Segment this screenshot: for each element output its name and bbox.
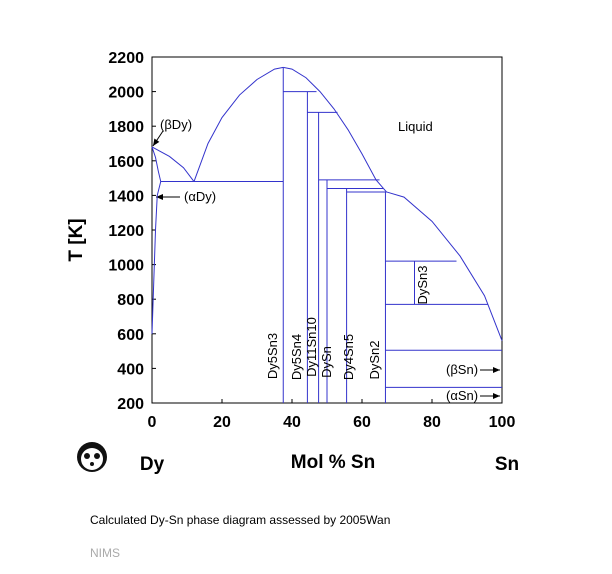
annotation: (βDy) [160, 117, 192, 132]
annotation: (βSn) [446, 362, 478, 377]
x-tick-label: 20 [213, 414, 231, 431]
y-tick-label: 1200 [108, 223, 144, 240]
y-tick-label: 400 [117, 361, 144, 378]
y-tick-label: 200 [117, 396, 144, 413]
phase-boundary [151, 146, 162, 182]
caption: Calculated Dy-Sn phase diagram assessed … [90, 513, 390, 527]
y-tick-label: 1800 [108, 119, 144, 136]
x-tick-label: 60 [353, 414, 371, 431]
annotation: (αDy) [184, 189, 216, 204]
panda-icon [77, 442, 107, 472]
phase-boundary [151, 146, 195, 182]
x-axis-label: Mol % Sn [291, 452, 375, 473]
y-tick-label: 2000 [108, 85, 144, 102]
x-tick-label: 100 [489, 414, 516, 431]
annotation: DySn3 [415, 265, 430, 304]
y-tick-label: 1400 [108, 188, 144, 205]
annotation: Dy5Sn4 [289, 334, 304, 380]
source: NIMS [90, 546, 120, 560]
y-tick-label: 1000 [108, 258, 144, 275]
annotation: Dy5Sn3 [265, 333, 280, 379]
right-element: Sn [495, 454, 519, 475]
y-tick-label: 600 [117, 327, 144, 344]
x-tick-label: 0 [148, 414, 157, 431]
phase-boundary [283, 66, 387, 193]
phase-boundary [193, 66, 284, 182]
arrows [152, 130, 500, 399]
annotation: Dy11Sn10 [304, 317, 319, 377]
left-element: Dy [140, 454, 165, 475]
y-axis-label: T [K] [66, 218, 87, 261]
y-tick-label: 1600 [108, 154, 144, 171]
x-tick-label: 40 [283, 414, 301, 431]
x-tick-label: 80 [423, 414, 441, 431]
annotation: DySn [319, 346, 334, 378]
y-tick-label: 2200 [108, 50, 144, 67]
phase-boundary [386, 191, 503, 341]
annotation: Liquid [398, 119, 433, 134]
phase-boundary [151, 181, 162, 334]
y-tick-label: 800 [117, 292, 144, 309]
annotation: (αSn) [446, 388, 478, 403]
annotation: DySn2 [367, 340, 382, 379]
annotation: Dy4Sn5 [341, 334, 356, 380]
